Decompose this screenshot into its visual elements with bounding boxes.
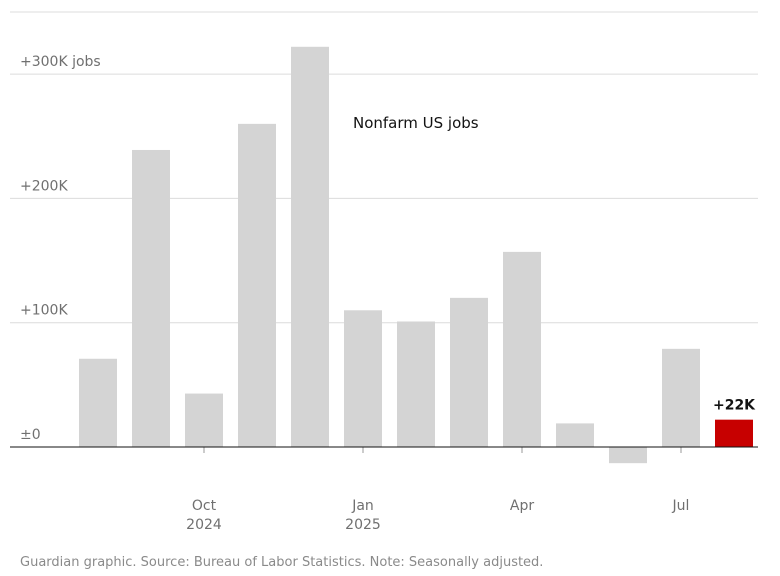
bar xyxy=(291,46,329,448)
x-year-label: 2024 xyxy=(186,517,222,533)
x-tick-label: Jan xyxy=(351,498,374,514)
bar xyxy=(503,251,541,448)
bar xyxy=(79,358,117,448)
y-tick-label: +300K jobs xyxy=(20,54,101,70)
bar xyxy=(556,423,594,448)
x-tick-label: Apr xyxy=(510,498,534,514)
source-note: Guardian graphic. Source: Bureau of Labo… xyxy=(20,555,543,570)
bar xyxy=(238,123,276,448)
bar xyxy=(662,348,700,448)
bar xyxy=(450,297,488,448)
y-tick-label: +100K xyxy=(20,303,68,319)
x-year-label: 2025 xyxy=(345,517,381,533)
bar xyxy=(397,321,435,448)
bar xyxy=(344,310,382,448)
x-tick-label: Jul xyxy=(672,498,690,514)
x-tick-label: Oct xyxy=(192,498,217,514)
value-label: +22K xyxy=(713,398,756,414)
y-tick-label: ±0 xyxy=(20,427,41,443)
bar xyxy=(132,149,170,448)
bar xyxy=(715,419,753,448)
chart-title: Nonfarm US jobs xyxy=(353,114,479,132)
bar xyxy=(609,447,647,464)
y-tick-label: +200K xyxy=(20,178,68,194)
bar xyxy=(185,393,223,448)
